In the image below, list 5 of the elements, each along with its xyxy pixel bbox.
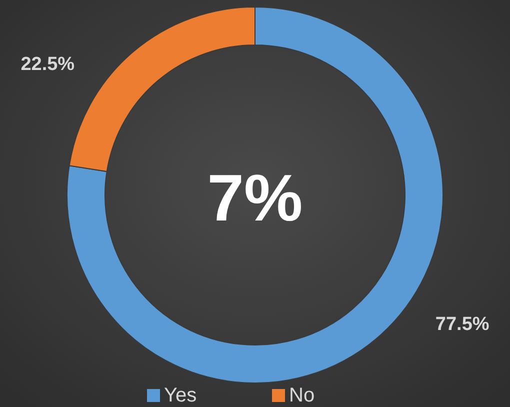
text: 7% xyxy=(207,160,303,234)
data-label: 77.5% xyxy=(435,314,490,336)
data-label: 22.5% xyxy=(20,54,75,75)
slice-label: Yes xyxy=(164,384,197,406)
legend-label: No xyxy=(289,384,315,406)
